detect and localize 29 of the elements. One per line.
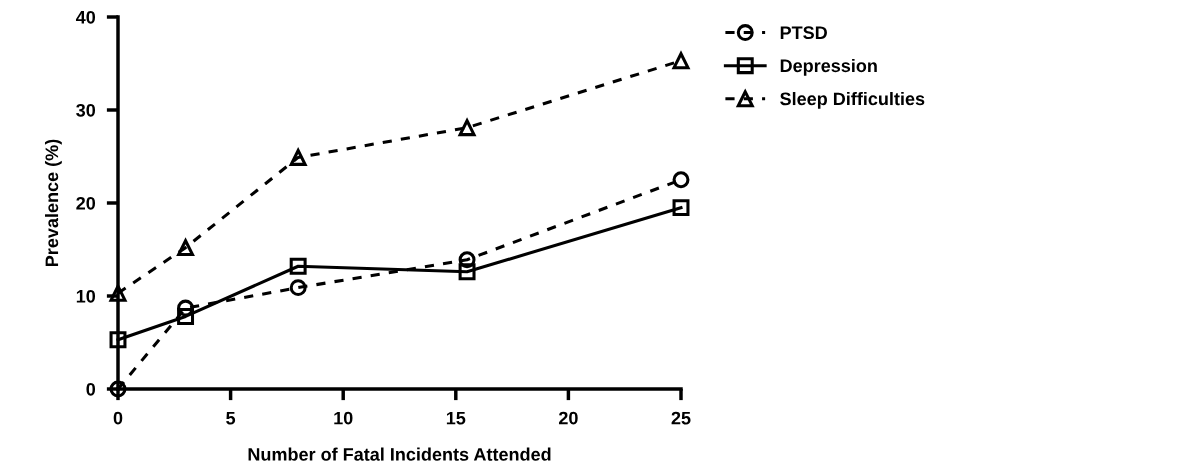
y-axis-title: Prevalence (%): [44, 139, 62, 267]
y-tick-label: 30: [76, 103, 96, 117]
x-tick-label: 0: [113, 411, 123, 425]
legend-label: Sleep Difficulties: [780, 91, 925, 109]
point: [289, 148, 307, 166]
point: [672, 199, 690, 217]
point: [109, 284, 127, 302]
y-tick-label: 20: [76, 196, 96, 210]
y-tick-label: 10: [76, 289, 96, 303]
point: [177, 307, 195, 325]
point: [672, 171, 690, 189]
x-tick-label: 20: [558, 411, 578, 425]
point: [458, 263, 476, 281]
point: [458, 119, 476, 137]
point: [289, 279, 307, 297]
x-tick-label: 10: [334, 411, 353, 425]
point: [109, 331, 127, 349]
point: [289, 257, 307, 275]
legend-label: Depression: [780, 58, 877, 76]
y-tick-label: 0: [86, 382, 96, 396]
legend-label: PTSD: [780, 26, 827, 40]
x-tick-label: 15: [446, 411, 466, 425]
x-tick-label: 25: [671, 411, 691, 425]
y-tick-label: 40: [75, 10, 96, 24]
x-axis-title: Number of Fatal Incidents Attended: [248, 447, 551, 461]
point: [458, 251, 476, 269]
point: [672, 52, 690, 70]
point: [177, 239, 195, 257]
x-tick-label: 5: [226, 411, 236, 425]
